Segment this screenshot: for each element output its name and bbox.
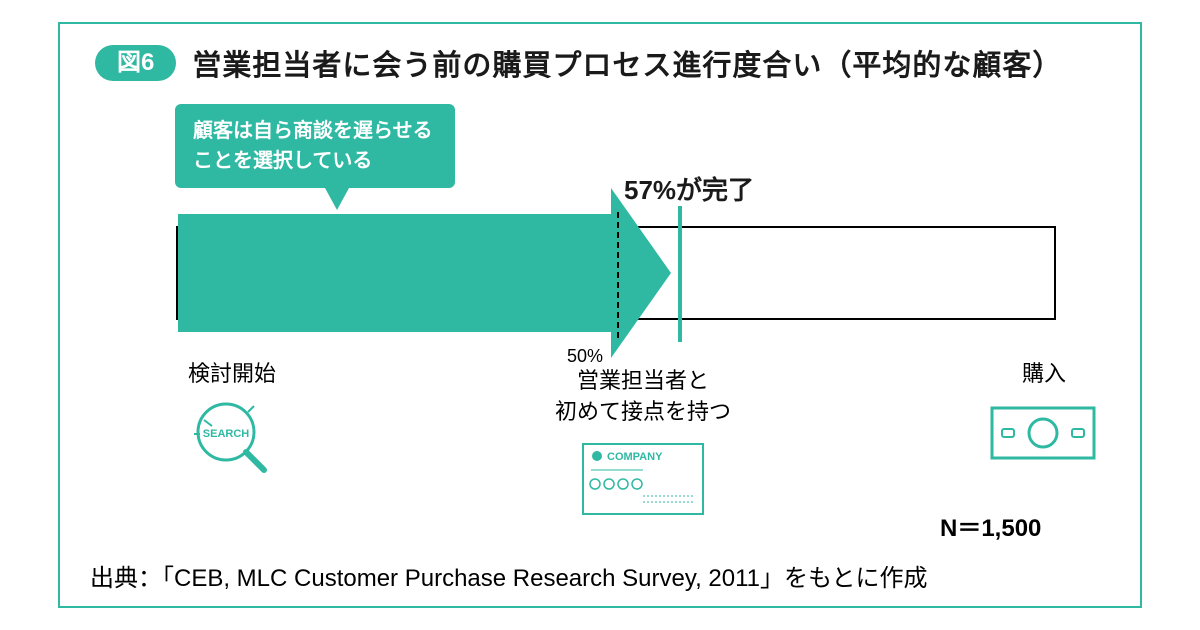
fifty-percent-marker [617,212,619,338]
progress-bar-fill [178,214,617,332]
start-label: 検討開始 [162,356,302,388]
fifty-seven-percent-marker [678,206,682,342]
buy-group: 購入 [994,356,1094,469]
contact-group: 営業担当者と 初めて接点を持つ COMPANY [523,366,763,527]
figure-header: 図6 営業担当者に会う前の購買プロセス進行度合い（平均的な顧客） [95,42,1062,84]
svg-text:SEARCH: SEARCH [203,428,250,440]
sample-size-label: N＝1,500 [940,508,1041,543]
callout-text: 顧客は自ら商談を遅らせる ことを選択している [175,104,455,188]
search-icon: SEARCH [192,398,272,478]
contact-label: 営業担当者と 初めて接点を持つ [523,366,763,428]
money-icon [988,402,1098,464]
arrowhead-icon [611,188,671,358]
fifty-percent-label: 50% [567,346,603,367]
figure-number-badge: 図6 [95,45,176,82]
callout-tail-icon [325,188,349,210]
start-group: 検討開始 SEARCH [162,356,302,483]
buy-label: 購入 [994,356,1094,388]
business-card-icon: COMPANY [573,436,713,522]
source-citation: 出典：「CEB, MLC Customer Purchase Research … [90,558,928,593]
svg-text:COMPANY: COMPANY [607,451,663,463]
figure-title: 営業担当者に会う前の購買プロセス進行度合い（平均的な顧客） [192,42,1062,84]
callout-bubble: 顧客は自ら商談を遅らせる ことを選択している [175,104,455,188]
